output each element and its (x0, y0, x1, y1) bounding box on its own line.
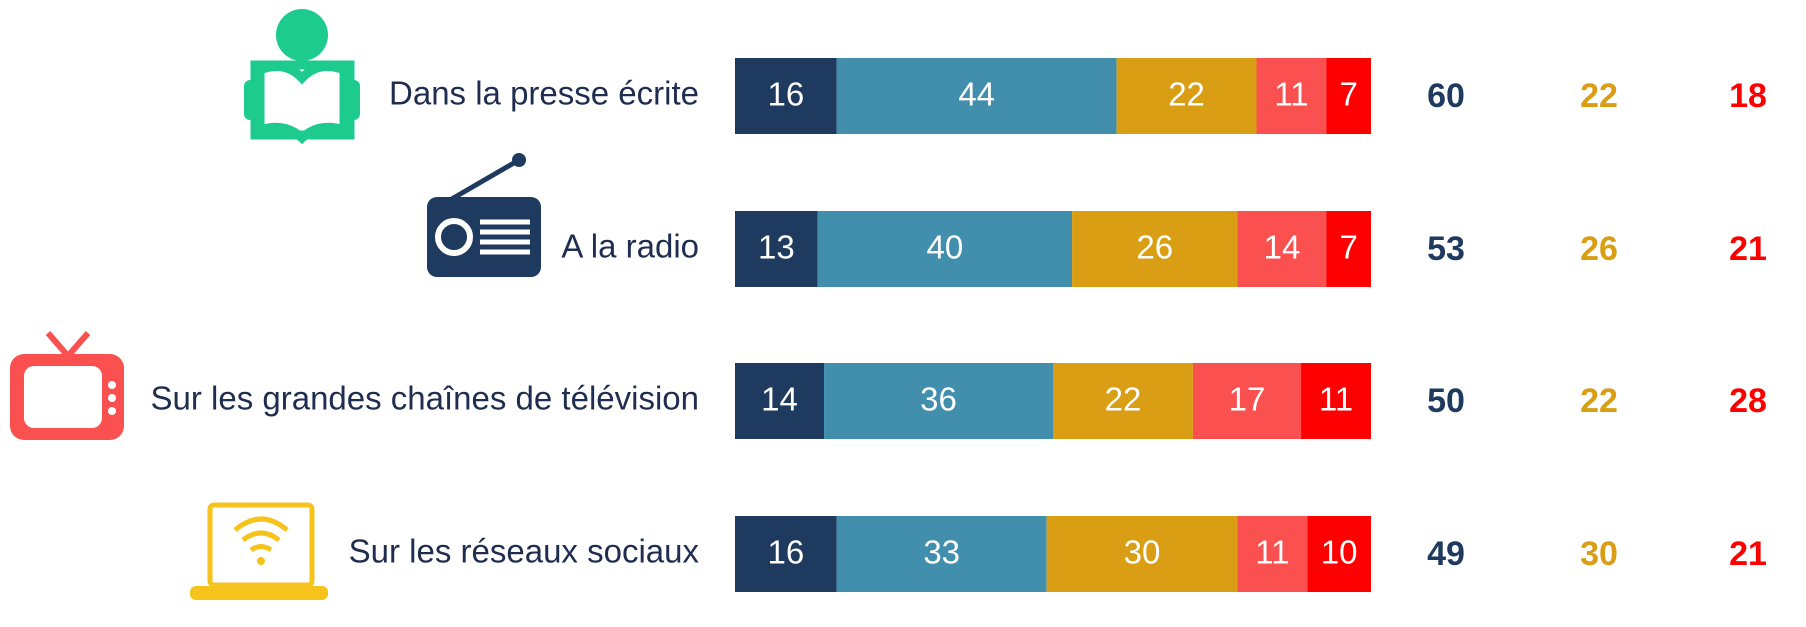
bar-segment (1307, 516, 1371, 592)
segment-label: 16 (768, 76, 805, 113)
bar-segment (1192, 363, 1302, 439)
total-value: 53 (1427, 230, 1465, 268)
bar-segment (836, 516, 1047, 592)
bar-segment (1326, 211, 1371, 287)
tv-icon (10, 331, 124, 440)
segment-label: 30 (1124, 534, 1161, 571)
segment-label: 36 (920, 381, 957, 418)
category-label: A la radio (561, 228, 699, 265)
newspaper-icon (244, 9, 360, 145)
segment-label: 44 (958, 76, 995, 113)
segment-label: 17 (1229, 381, 1266, 418)
bar-segment (817, 211, 1073, 287)
segment-label: 11 (1274, 76, 1308, 113)
total-value: 21 (1729, 230, 1767, 268)
total-value: 28 (1729, 382, 1767, 420)
segment-label: 16 (768, 534, 805, 571)
bar-segment (1072, 211, 1238, 287)
laptop-icon (190, 502, 328, 600)
segment-label: 13 (758, 229, 795, 266)
segment-label: 14 (761, 381, 798, 418)
total-value: 30 (1580, 535, 1618, 573)
category-label: Sur les grandes chaînes de télévision (151, 380, 700, 417)
bar-segment (824, 363, 1053, 439)
category-label: Dans la presse écrite (389, 75, 699, 112)
total-value: 21 (1729, 535, 1767, 573)
bar-segment (735, 516, 837, 592)
total-value: 22 (1580, 77, 1618, 115)
segment-label: 22 (1168, 76, 1205, 113)
bar-segment (735, 363, 825, 439)
bar-segment (1046, 516, 1238, 592)
radio-icon (427, 153, 541, 277)
bar-segment (735, 211, 818, 287)
total-value: 60 (1427, 77, 1465, 115)
segment-label: 40 (927, 229, 964, 266)
segment-label: 26 (1136, 229, 1173, 266)
total-value: 49 (1427, 535, 1465, 573)
bar-segment (1237, 516, 1308, 592)
bar-segment (1116, 58, 1257, 134)
segment-label: 10 (1321, 534, 1358, 571)
bar-segment (1326, 58, 1371, 134)
segment-label: 11 (1319, 381, 1353, 418)
total-value: 50 (1427, 382, 1465, 420)
bar-segment (1053, 363, 1193, 439)
segment-label: 7 (1340, 76, 1358, 113)
bar-segment (1256, 58, 1327, 134)
segment-label: 22 (1105, 381, 1142, 418)
segment-label: 11 (1255, 534, 1289, 571)
total-value: 18 (1729, 77, 1767, 115)
category-label: Sur les réseaux sociaux (349, 533, 700, 570)
total-value: 26 (1580, 230, 1618, 268)
bar-segment (836, 58, 1117, 134)
bar-segment (735, 58, 837, 134)
bar-segment (1301, 363, 1371, 439)
segment-label: 14 (1264, 229, 1301, 266)
bar-segment (1237, 211, 1327, 287)
total-value: 22 (1580, 382, 1618, 420)
segment-label: 7 (1340, 229, 1358, 266)
segment-label: 33 (923, 534, 960, 571)
